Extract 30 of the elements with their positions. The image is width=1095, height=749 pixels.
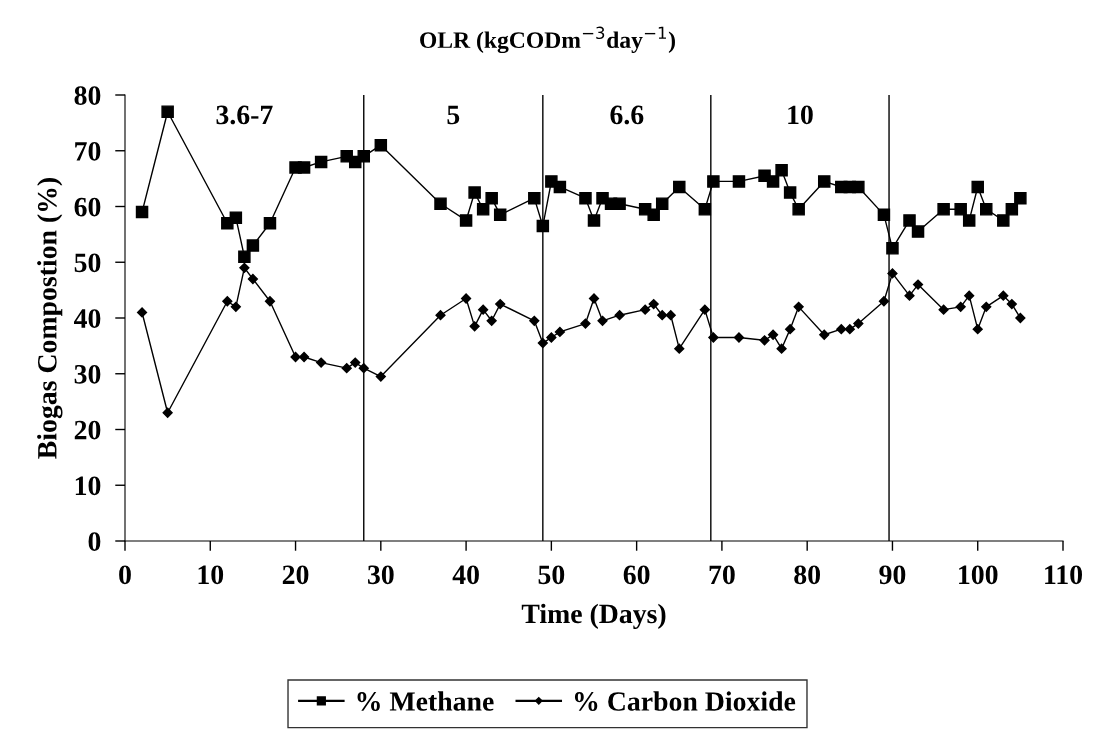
x-tick-label: 0 xyxy=(119,565,131,585)
x-tick-label: 80 xyxy=(794,565,821,585)
x-tick-label: 90 xyxy=(879,565,906,585)
y-axis-title: Biogas Compostion (%) xyxy=(37,178,63,459)
annotation: 6.6 xyxy=(610,105,644,125)
annotation: 5 xyxy=(447,105,460,125)
y-tick-label: 10 xyxy=(75,476,101,496)
x-tick-label: 40 xyxy=(452,565,479,585)
y-tick-label: 40 xyxy=(73,309,101,328)
x-tick-label: 50 xyxy=(538,565,565,585)
x-tick-label: 100 xyxy=(959,565,998,585)
x-tick-label: 70 xyxy=(709,565,735,585)
y-tick-label: 80 xyxy=(74,86,101,105)
x-tick-label: 20 xyxy=(282,565,309,585)
legend-label: % Carbon Dioxide xyxy=(574,691,796,711)
x-tick-label: 60 xyxy=(623,565,650,585)
annotation: 10 xyxy=(788,105,813,125)
x-tick-label: 110 xyxy=(1045,565,1083,585)
chart-title: OLR (kgCODm$^{−3}$day$^{−1}$) xyxy=(420,26,675,54)
legend-label: % Methane xyxy=(357,691,494,711)
x-tick-label: 10 xyxy=(198,565,224,585)
x-axis-title: Time (Days) xyxy=(521,603,666,629)
y-tick-label: 50 xyxy=(74,253,101,273)
y-tick-label: 70 xyxy=(75,141,101,161)
y-tick-label: 0 xyxy=(88,532,101,551)
x-tick-label: 30 xyxy=(367,565,394,585)
annotation: 3.6-7 xyxy=(216,105,273,125)
y-tick-label: 60 xyxy=(74,197,101,217)
y-tick-label: 30 xyxy=(74,364,101,384)
y-tick-label: 20 xyxy=(74,420,101,440)
